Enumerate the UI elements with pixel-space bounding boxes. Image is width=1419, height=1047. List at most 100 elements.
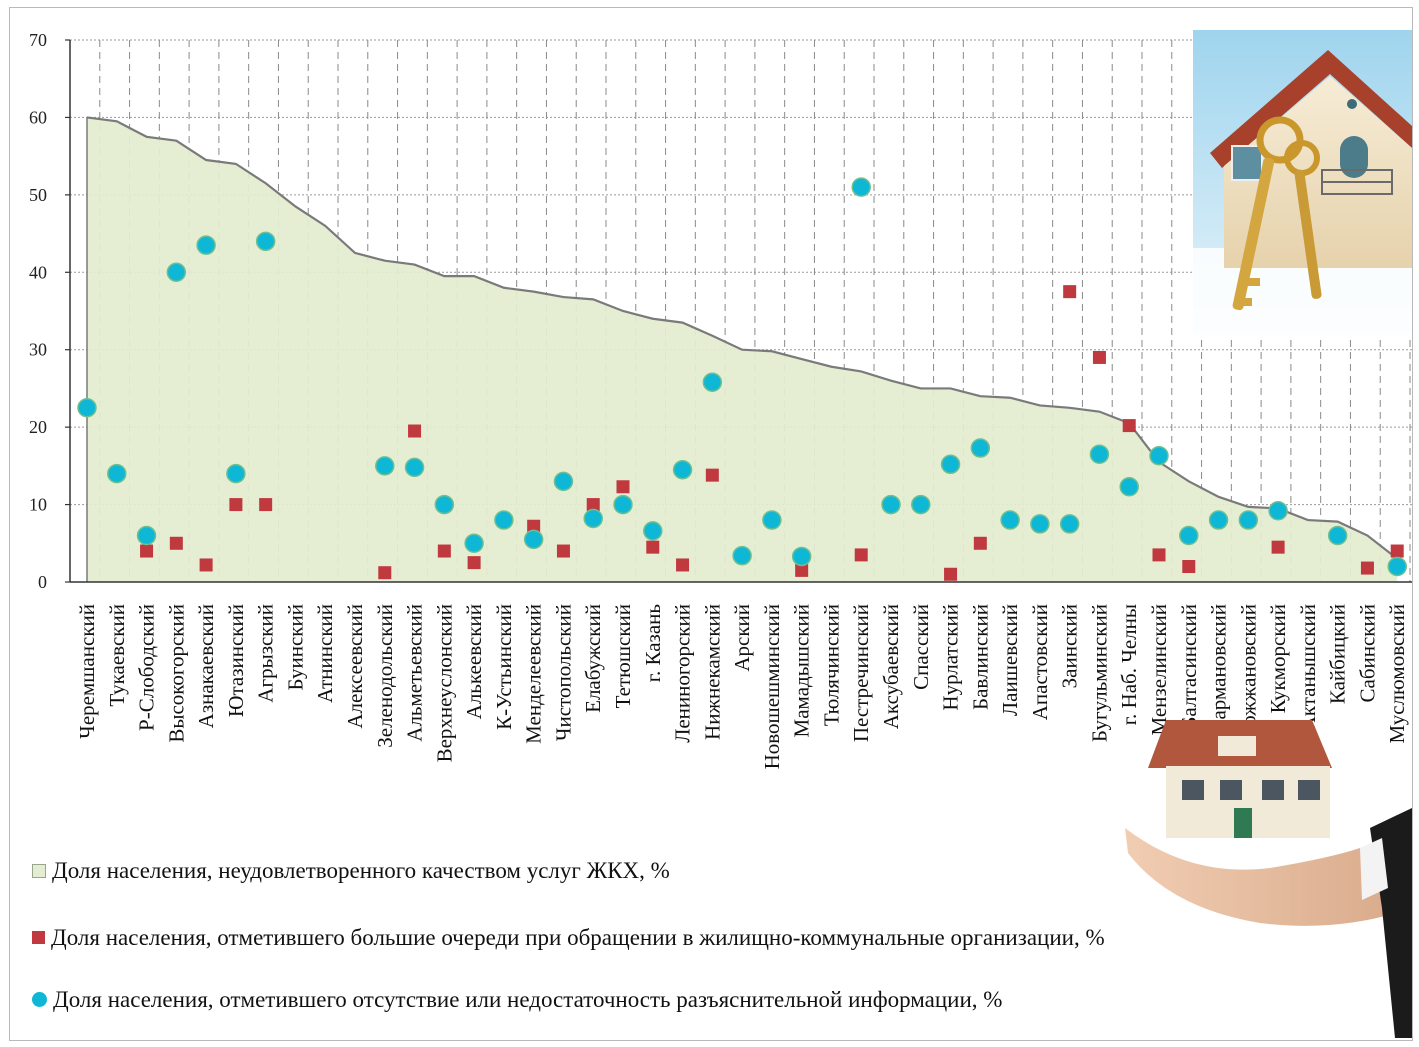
- legend-item-queues: Доля населения, отметившего большие очер…: [32, 923, 1142, 953]
- x-tick-label: Тюлячинский: [819, 604, 843, 726]
- info-point: [672, 459, 693, 480]
- queue-point: [556, 544, 570, 558]
- queue-point: [437, 544, 451, 558]
- info-point: [643, 521, 663, 541]
- x-tick-label: Агрызский: [254, 604, 278, 703]
- y-tick-label: 60: [29, 107, 47, 127]
- x-tick-label: К-Устьинский: [492, 604, 516, 730]
- x-tick-label: Атнинский: [313, 604, 337, 703]
- x-tick-label: Кайбицкий: [1326, 604, 1350, 704]
- queue-point: [1360, 561, 1374, 575]
- queue-point: [795, 563, 809, 577]
- queue-point: [378, 566, 392, 580]
- y-tick-label: 20: [29, 417, 47, 437]
- y-tick-label: 30: [29, 340, 47, 360]
- info-point: [702, 372, 723, 392]
- y-tick-label: 50: [29, 185, 47, 205]
- legend-square-swatch: [32, 931, 45, 945]
- queue-point: [1390, 544, 1404, 558]
- queue-point: [973, 536, 987, 550]
- axes: [65, 39, 1412, 583]
- info-point: [494, 510, 514, 530]
- x-tick-label: Спасский: [909, 604, 933, 690]
- info-point: [1208, 510, 1229, 530]
- info-point: [970, 438, 991, 458]
- queue-point: [1152, 548, 1166, 562]
- info-point: [881, 494, 901, 515]
- legend-queues-label: Доля населения, отметившего большие очер…: [51, 925, 1105, 950]
- info-point: [1238, 510, 1259, 530]
- x-tick-label: Лаишевский: [998, 604, 1022, 716]
- info-point: [1327, 525, 1348, 546]
- info-point: [523, 529, 544, 550]
- queue-point: [1182, 560, 1196, 574]
- info-point: [613, 494, 633, 515]
- queue-point: [1271, 540, 1285, 554]
- info-point: [583, 508, 603, 529]
- x-tick-label: Менделеевский: [522, 604, 546, 744]
- info-point: [166, 262, 187, 283]
- hand-house-image: [1125, 720, 1412, 1038]
- y-tick-label: 10: [29, 495, 47, 515]
- x-tick-label: Арский: [730, 604, 754, 672]
- legend-info-label: Доля населения, отметившего отсутствие и…: [53, 987, 1003, 1012]
- x-tick-label: Буинский: [283, 604, 307, 691]
- x-tick-label: Чистопольский: [551, 604, 575, 741]
- x-tick-label: Мензелинский: [1147, 604, 1171, 736]
- queue-point: [259, 498, 273, 512]
- info-point: [1119, 477, 1139, 497]
- x-tick-label: Новошешминский: [760, 604, 784, 769]
- x-tick-label: Лениногорский: [671, 604, 695, 743]
- x-tick-label: Черемшанский: [75, 604, 99, 739]
- queue-point: [616, 480, 630, 494]
- legend-item-info: Доля населения, отметившего отсутствие и…: [32, 985, 1142, 1015]
- info-point: [196, 235, 216, 255]
- y-tick-label: 0: [38, 572, 47, 592]
- x-tick-label: Балтасинский: [1177, 604, 1201, 729]
- x-tick-label: Мамадышский: [790, 604, 814, 737]
- y-tick-label: 40: [29, 262, 47, 282]
- y-tick-label: 70: [29, 30, 47, 50]
- info-point: [434, 494, 455, 515]
- x-tick-label: Альметьевский: [403, 604, 427, 742]
- x-tick-label: Р-Слободский: [135, 604, 159, 731]
- x-tick-label: Тетюшский: [611, 604, 635, 708]
- info-point: [404, 457, 425, 478]
- queue-point: [944, 567, 958, 581]
- info-point: [136, 525, 157, 546]
- x-tick-label: Нурлатский: [939, 604, 963, 711]
- queue-point: [586, 498, 600, 512]
- queue-point: [705, 468, 719, 482]
- info-point: [791, 546, 812, 567]
- queue-point: [467, 556, 481, 570]
- chart: 0 10 20 30 40 50 60 70 Черемшанский Тукаевский Р-…: [29, 30, 1412, 1038]
- queue-point: [1063, 285, 1077, 299]
- x-tick-label: Бугульминский: [1087, 604, 1111, 742]
- info-point: [762, 510, 782, 530]
- x-tick-label: Сармановский: [1207, 604, 1231, 734]
- info-point: [1179, 525, 1199, 546]
- info-point: [1000, 510, 1020, 530]
- x-tick-label: Муслюмовский: [1385, 604, 1409, 743]
- legend-item-area: Доля населения, неудовлетворенного качес…: [32, 856, 1142, 886]
- info-point: [732, 545, 752, 566]
- info-point: [375, 456, 395, 476]
- x-tick-label: Верхнеуслонский: [432, 604, 456, 762]
- info-point: [255, 231, 276, 252]
- x-tick-label: Алькеевский: [462, 604, 486, 719]
- queue-point: [169, 536, 183, 550]
- info-point: [1089, 444, 1110, 464]
- x-tick-label: Бавлинский: [968, 604, 992, 710]
- queue-point: [229, 498, 243, 512]
- legend-area-label: Доля населения, неудовлетворенного качес…: [52, 858, 670, 883]
- x-tick-label: г. Наб. Челны: [1117, 604, 1141, 725]
- queue-point: [646, 540, 660, 554]
- info-point: [851, 177, 871, 197]
- queue-point: [408, 424, 422, 438]
- info-point: [464, 533, 484, 554]
- queue-point: [140, 544, 154, 558]
- x-tick-label: Сабинский: [1355, 604, 1379, 703]
- x-tick-label: Азнакаевский: [194, 604, 218, 728]
- x-tick-label: Елабужский: [581, 604, 605, 713]
- x-tick-label: Зеленодольский: [373, 604, 397, 748]
